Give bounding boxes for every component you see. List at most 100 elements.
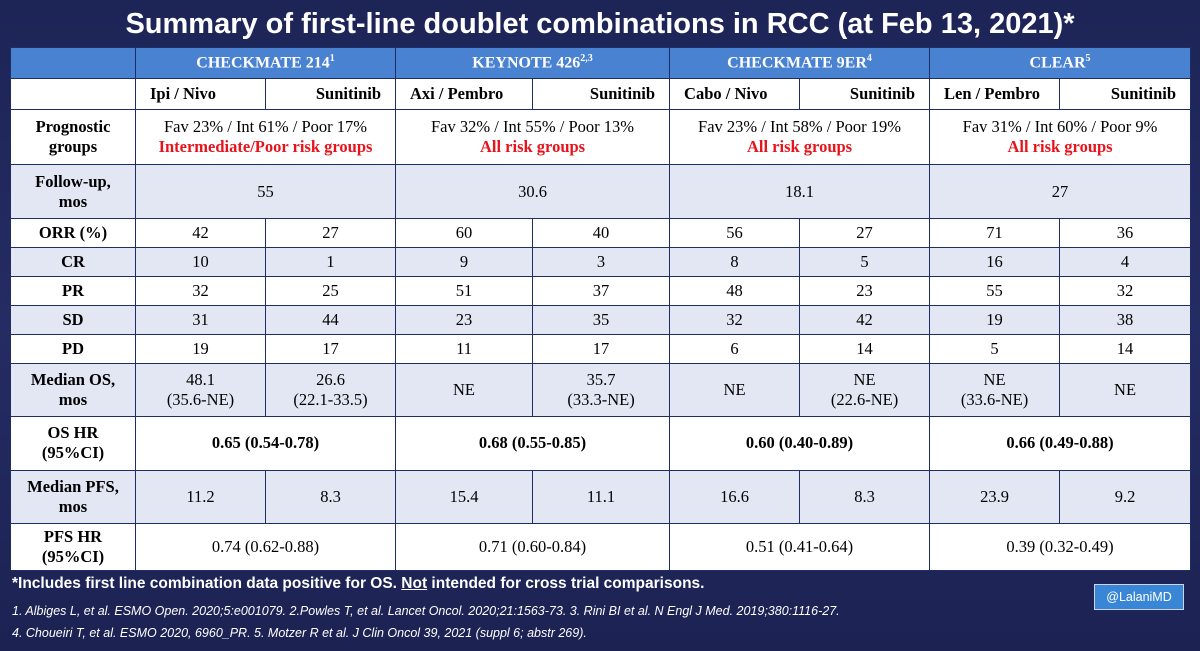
median-os-value: NE (33.6-NE) (929, 363, 1061, 418)
median-pfs-value: 11.1 (532, 469, 671, 524)
os-hr-value: 0.65 (0.54-0.78) (134, 416, 397, 471)
os-ci: (33.3-NE) (567, 390, 635, 410)
pd-value: 11 (395, 334, 534, 365)
row-label-cell: Prognostic groups (10, 109, 136, 166)
cr-value: 4 (1059, 246, 1192, 277)
table-row: PFS HR (95%CI) 0.74 (0.62-0.88) 0.71 (0.60-… (10, 522, 1192, 572)
table-row: PR 32 25 51 37 48 23 55 32 (10, 275, 1192, 306)
row-label-line: (95%CI) (41, 546, 105, 566)
median-os-value: NE (1059, 363, 1192, 418)
os-estimate: NE (853, 370, 876, 390)
os-estimate: NE (723, 380, 746, 400)
os-estimate: NE (453, 380, 476, 400)
sd-value: 32 (669, 304, 801, 336)
pr-value: 51 (395, 275, 534, 306)
sd-value: 31 (135, 304, 266, 336)
trial-name: CHECKMATE 9ER (727, 54, 867, 72)
orr-value: 71 (929, 217, 1061, 248)
pr-value: 25 (264, 275, 397, 306)
os-hr-value: 0.66 (0.49-0.88) (929, 416, 1192, 471)
os-estimate: NE (1114, 380, 1137, 400)
trial-ref: 4 (866, 53, 872, 65)
trial-ref: 2,3 (580, 53, 593, 65)
median-os-value: NE (395, 363, 534, 418)
header-corner (10, 46, 136, 80)
trial-header: CHECKMATE 2141 (134, 46, 397, 80)
table-row: PD 19 17 11 17 6 14 5 14 (10, 334, 1192, 365)
prognostic-cell: Fav 23% / Int 61% / Poor 17% Intermediate… (134, 109, 397, 166)
median-os-value: NE (669, 363, 801, 418)
os-estimate: 48.1 (186, 370, 215, 390)
sd-value: 44 (264, 304, 397, 336)
cr-value: 9 (395, 246, 534, 277)
reference-line-1: 1. Albiges L, et al. ESMO Open. 2020;5:e… (12, 604, 840, 618)
median-pfs-value: 23.9 (929, 469, 1061, 524)
sd-value: 19 (929, 304, 1061, 336)
row-label-cell: PD (10, 334, 136, 365)
table-row: SD 31 44 23 35 32 42 19 38 (10, 304, 1192, 336)
row-label-cell: PFS HR (95%CI) (10, 522, 136, 572)
table-row: CHECKMATE 2141 KEYNOTE 4262,3 CHECKMATE 9E… (10, 46, 1192, 80)
median-pfs-value: 11.2 (135, 469, 266, 524)
sd-value: 38 (1059, 304, 1192, 336)
table-row: Median OS, mos 48.1 (35.6-NE) 26.6 (22.1-33.5… (10, 363, 1192, 418)
trial-name: CLEAR (1029, 54, 1086, 72)
pr-value: 32 (1059, 275, 1192, 306)
table-row: Follow-up, mos 55 30.6 18.1 27 (10, 164, 1192, 219)
pd-value: 14 (799, 334, 931, 365)
row-label: PD (62, 339, 84, 359)
row-label-line: (95%CI) (41, 443, 105, 463)
arm-label-blank (10, 78, 136, 111)
os-ci: (22.6-NE) (830, 390, 899, 410)
prognostic-groups: Fav 32% / Int 55% / Poor 13% (431, 117, 635, 137)
table-row: CR 10 1 9 3 8 5 16 4 (10, 246, 1192, 277)
row-label-cell: Median OS, mos (10, 363, 136, 418)
pfs-hr-value: 0.51 (0.41-0.64) (669, 522, 931, 572)
os-estimate: NE (983, 370, 1006, 390)
pd-value: 17 (264, 334, 397, 365)
arm-combination: Ipi / Nivo (135, 78, 266, 111)
pr-value: 37 (532, 275, 671, 306)
arm-comparator: Sunitinib (264, 78, 397, 111)
median-pfs-value: 15.4 (395, 469, 534, 524)
arm-comparator: Sunitinib (1059, 78, 1192, 111)
median-os-value: 35.7 (33.3-NE) (532, 363, 671, 418)
followup-value: 30.6 (395, 164, 671, 219)
author-handle: @LalaniMD (1094, 584, 1184, 610)
pd-value: 19 (135, 334, 266, 365)
table-row: Median PFS, mos 11.2 8.3 15.4 11.1 16.6 8.3 23.9… (10, 469, 1192, 524)
page-title: Summary of first-line doublet combinatio… (125, 8, 1075, 40)
pd-value: 5 (929, 334, 1061, 365)
followup-value: 27 (929, 164, 1192, 219)
row-label-line: mos (58, 390, 88, 410)
pfs-hr-value: 0.39 (0.32-0.49) (929, 522, 1192, 572)
median-os-value: 26.6 (22.1-33.5) (264, 363, 397, 418)
row-label-line: Follow-up, (35, 171, 111, 191)
orr-value: 27 (799, 217, 931, 248)
cr-value: 8 (669, 246, 801, 277)
cr-value: 5 (799, 246, 931, 277)
risk-groups: All risk groups (1007, 137, 1113, 157)
pd-value: 17 (532, 334, 671, 365)
risk-groups: All risk groups (479, 137, 586, 157)
trial-header: CHECKMATE 9ER4 (669, 46, 931, 80)
reference-line-2: 4. Choueiri T, et al. ESMO 2020, 6960_PR… (12, 626, 587, 640)
followup-value: 55 (134, 164, 397, 219)
pr-value: 23 (799, 275, 931, 306)
trial-header: KEYNOTE 4262,3 (395, 46, 671, 80)
prognostic-groups: Fav 23% / Int 61% / Poor 17% (163, 117, 368, 137)
sd-value: 23 (395, 304, 534, 336)
sd-value: 42 (799, 304, 931, 336)
os-estimate: 35.7 (586, 370, 616, 390)
os-ci: (33.6-NE) (960, 390, 1029, 410)
median-pfs-value: 8.3 (799, 469, 931, 524)
row-label-cell: ORR (%) (10, 217, 136, 248)
trial-ref: 1 (329, 53, 335, 65)
arm-combination: Axi / Pembro (395, 78, 534, 111)
os-hr-value: 0.68 (0.55-0.85) (395, 416, 671, 471)
row-label-line: mos (58, 191, 88, 211)
row-label-line: PFS HR (43, 526, 103, 546)
median-pfs-value: 16.6 (669, 469, 801, 524)
row-label: CR (61, 251, 85, 271)
row-label-cell: OS HR (95%CI) (10, 416, 136, 471)
